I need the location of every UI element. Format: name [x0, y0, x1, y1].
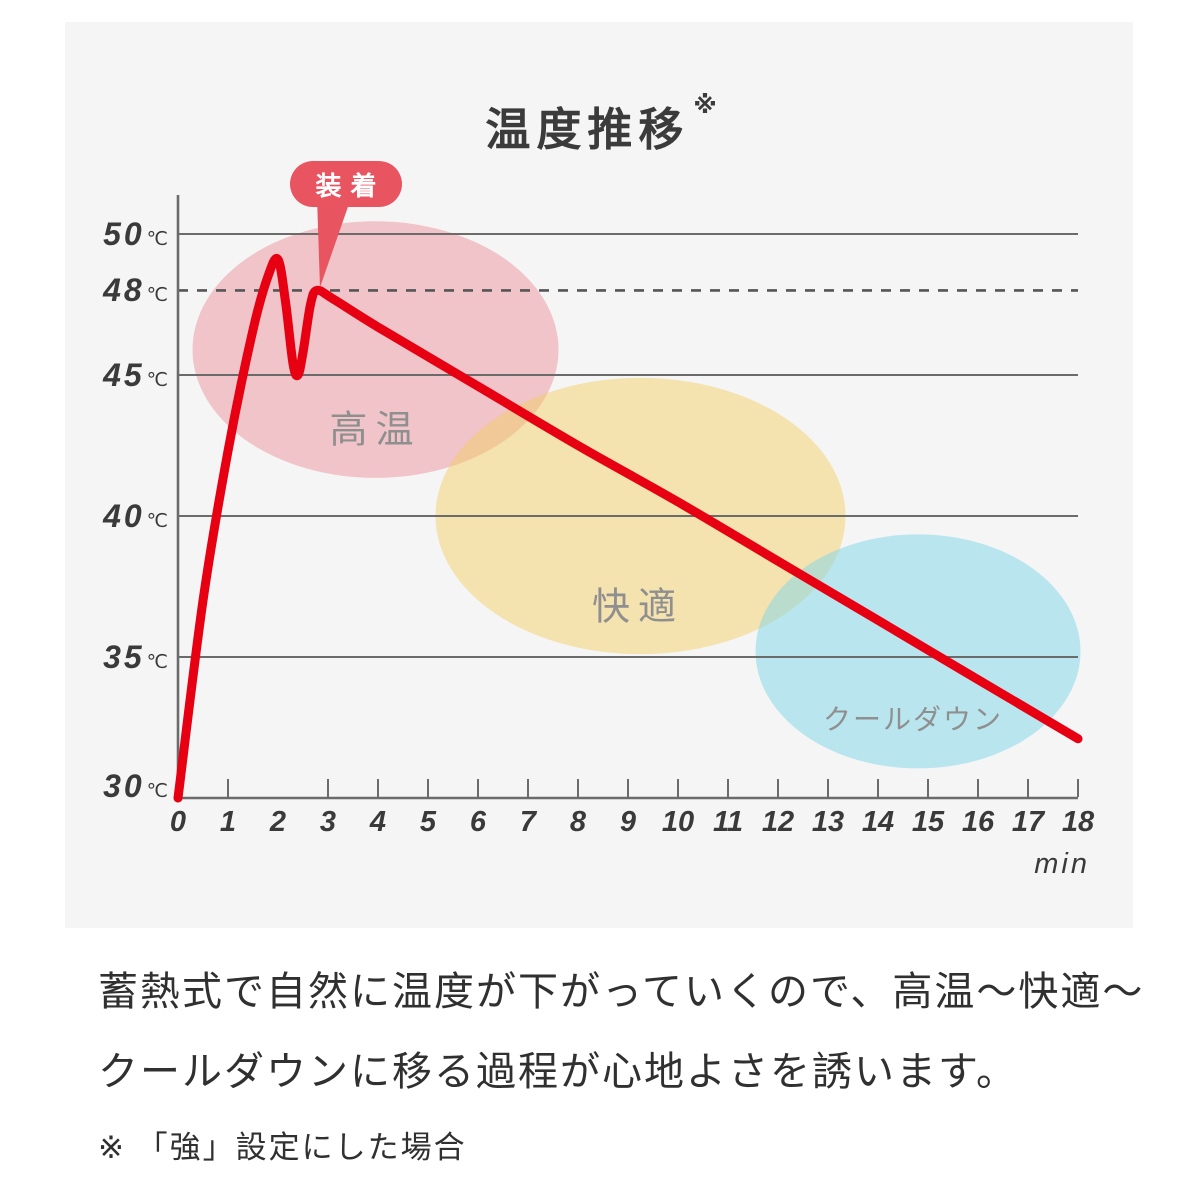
x-axis-label-3: 3 — [319, 806, 337, 838]
temperature-curve — [173, 253, 1083, 803]
wearing-badge-tail — [317, 198, 351, 288]
x-axis-label-14: 14 — [861, 806, 895, 838]
y-axis-label-40: 40 ℃ — [36, 496, 168, 536]
x-axis-label-1: 1 — [219, 806, 237, 838]
y-axis-label-45: 45 ℃ — [36, 355, 168, 395]
x-axis-label-8: 8 — [569, 806, 587, 838]
y-axis-unit: ℃ — [146, 652, 168, 673]
y-axis-value: 40 — [103, 498, 145, 534]
title-note-mark: ※ — [693, 92, 717, 119]
chart-title: 温度推移 ※ — [65, 92, 1133, 158]
x-axis-label-18: 18 — [1061, 806, 1095, 838]
x-axis-label-17: 17 — [1011, 806, 1045, 838]
x-axis-label-16: 16 — [961, 806, 995, 838]
y-axis-label-30: 30 ℃ — [36, 766, 168, 806]
x-axis-label-4: 4 — [369, 806, 387, 838]
y-axis-value: 48 — [103, 272, 145, 309]
x-axis-label-0: 0 — [169, 806, 187, 838]
zone-label: 快適 — [591, 586, 685, 629]
x-axis-label-15: 15 — [911, 806, 945, 838]
y-axis-label-48: 48 ℃ — [36, 270, 168, 310]
y-axis-value: 50 — [103, 216, 145, 252]
chart-title-text: 温度推移 — [485, 104, 690, 155]
y-axis-label-35: 35 ℃ — [36, 637, 168, 677]
x-axis-label-13: 13 — [811, 806, 845, 838]
zone-label: 高温 — [329, 409, 422, 452]
x-axis-label-7: 7 — [519, 806, 537, 838]
y-axis-value: 30 — [103, 768, 145, 804]
y-axis-unit: ℃ — [146, 229, 168, 250]
y-axis-value: 45 — [103, 357, 145, 393]
y-axis-label-50: 50 ℃ — [36, 214, 168, 254]
x-axis-label-9: 9 — [619, 806, 637, 838]
y-axis-value: 35 — [103, 639, 145, 675]
x-axis-label-12: 12 — [761, 806, 795, 838]
description: 蓄熱式で自然に温度が下がっていくので、高温〜快適〜 クールダウンに移る過程が心地… — [98, 952, 1144, 1112]
x-axis-label-2: 2 — [269, 806, 287, 838]
x-axis-label-10: 10 — [661, 806, 695, 838]
x-axis-label-11: 11 — [712, 806, 744, 838]
description-line-2: クールダウンに移る過程が心地よさを誘います。 — [98, 1050, 1018, 1094]
zone-label: クールダウン — [822, 703, 1004, 735]
wearing-badge: 装着 — [290, 161, 402, 207]
description-line-1: 蓄熱式で自然に温度が下がっていくので、高温〜快適〜 — [98, 970, 1145, 1014]
y-axis-unit: ℃ — [146, 285, 168, 307]
x-axis-label-6: 6 — [469, 806, 487, 838]
footnote: ※ 「強」設定にした場合 — [98, 1130, 467, 1165]
x-axis-unit-label: min — [1034, 848, 1090, 880]
x-axis-label-5: 5 — [419, 806, 437, 838]
wearing-badge-label: 装着 — [315, 170, 386, 201]
y-axis-unit: ℃ — [146, 511, 168, 532]
y-axis-unit: ℃ — [146, 370, 168, 391]
y-axis-unit: ℃ — [146, 781, 168, 802]
chart-panel — [65, 22, 1133, 928]
